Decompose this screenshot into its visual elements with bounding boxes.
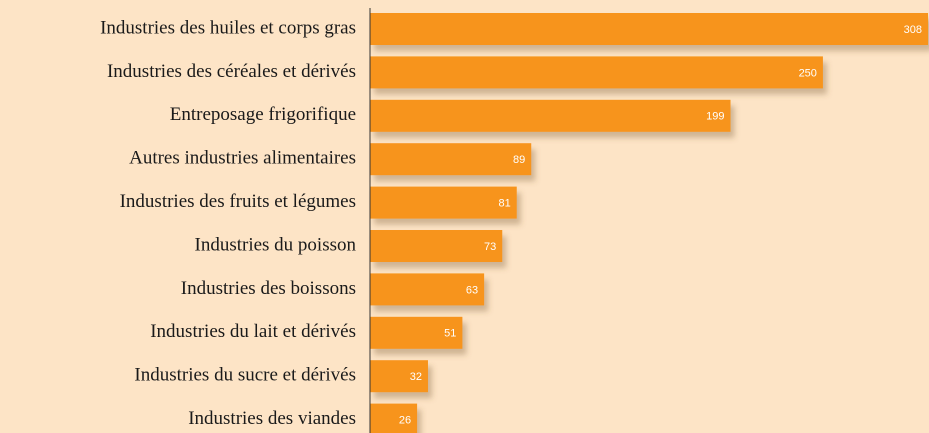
- bar: [370, 273, 485, 306]
- bar: [370, 143, 532, 176]
- value-label: 63: [466, 284, 478, 296]
- category-label: Industries du lait et dérivés: [150, 321, 356, 342]
- value-label: 26: [399, 415, 411, 427]
- value-label: 250: [799, 67, 817, 79]
- bar: [370, 99, 731, 132]
- category-label: Industries du poisson: [195, 234, 357, 255]
- bar: [370, 56, 823, 89]
- category-label: Industries des boissons: [181, 278, 356, 299]
- category-label: Autres industries alimentaires: [129, 148, 356, 169]
- bar: [370, 360, 428, 393]
- value-label: 51: [444, 328, 456, 340]
- bar: [370, 186, 517, 219]
- bar: [370, 13, 928, 45]
- value-label: 32: [410, 371, 422, 383]
- category-label: Industries des huiles et corps gras: [100, 17, 356, 38]
- category-label: Industries des fruits et légumes: [120, 191, 356, 212]
- category-label: Industries du sucre et dérivés: [134, 365, 356, 386]
- bar: [370, 316, 463, 349]
- value-label: 199: [706, 111, 724, 123]
- bar: [370, 230, 503, 262]
- value-label: 81: [498, 198, 510, 210]
- value-label: 73: [484, 241, 496, 253]
- category-label: Entreposage frigorifique: [170, 104, 356, 125]
- value-label: 89: [513, 154, 525, 166]
- category-label: Industries des viandes: [188, 408, 356, 429]
- bar: [370, 403, 418, 433]
- category-label: Industries des céréales et dérivés: [107, 61, 356, 82]
- value-label: 308: [904, 24, 922, 36]
